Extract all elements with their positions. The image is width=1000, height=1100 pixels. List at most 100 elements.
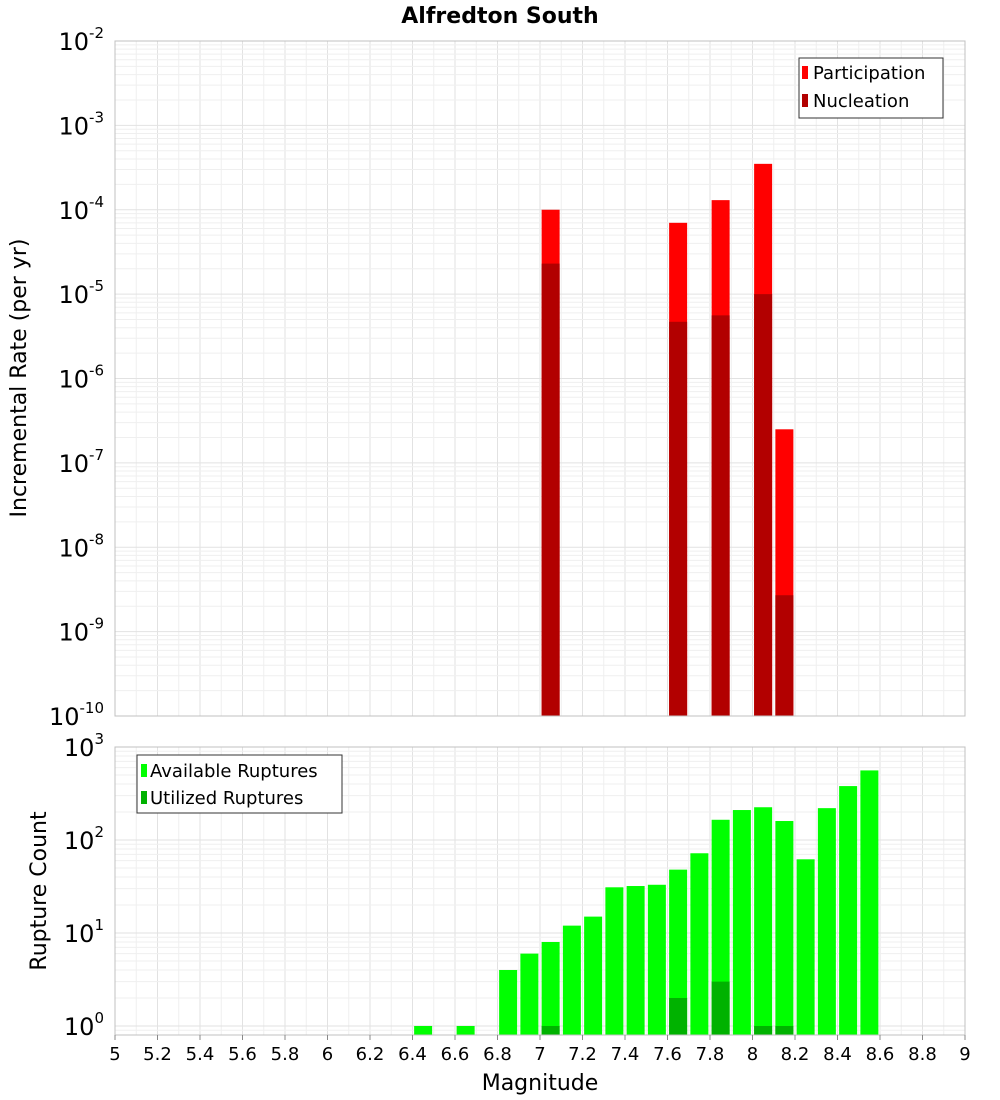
bar-available-ruptures-m8.45: [839, 786, 858, 1035]
y-tick-label: 10-8: [58, 530, 104, 562]
bar-available-ruptures-m7.65: [669, 869, 688, 1035]
y-tick-base: 10: [58, 619, 89, 647]
bottom-legend: Available Ruptures Utilized Ruptures: [136, 754, 343, 814]
x-tick-label: 5.4: [186, 1044, 215, 1065]
bottom-legend-box: [136, 754, 343, 814]
y-tick-label: 10-6: [58, 362, 104, 394]
x-tick-label: 7: [534, 1044, 545, 1065]
y-tick-label: 103: [64, 730, 104, 762]
x-tick-label: 6.4: [398, 1044, 427, 1065]
x-axis-label: Magnitude: [482, 1071, 599, 1096]
top-panel-frame: [114, 40, 966, 717]
bar-available-ruptures-m7.45: [626, 886, 645, 1035]
y-tick-exponent: -3: [89, 108, 104, 126]
y-tick-exponent: -10: [80, 699, 105, 717]
y-tick-base: 10: [58, 197, 89, 225]
y-tick-base: 10: [49, 703, 80, 731]
bottom-panel-bars: [414, 770, 879, 1035]
bar-nucleation-m8.05: [754, 294, 773, 716]
x-tick-label: 6.6: [441, 1044, 470, 1065]
x-tick-label: 7.6: [653, 1044, 682, 1065]
y-tick-exponent: -4: [89, 193, 104, 211]
y-tick-label: 10-2: [58, 24, 104, 56]
y-tick-exponent: -5: [89, 277, 104, 295]
x-tick-label: 8.4: [823, 1044, 852, 1065]
bar-nucleation-m7.85: [711, 315, 730, 716]
legend-swatch-utilized: [141, 791, 147, 804]
bar-available-ruptures-m6.65: [456, 1025, 475, 1035]
x-tick-label: 7.2: [568, 1044, 597, 1065]
top-legend-box: [798, 57, 944, 119]
bar-nucleation-m7.05: [541, 263, 560, 716]
y-tick-exponent: 2: [94, 823, 104, 841]
bar-available-ruptures-m8.15: [775, 821, 794, 1035]
bar-utilized-ruptures-m7.05: [541, 1025, 560, 1035]
y-tick-base: 10: [58, 534, 89, 562]
chart-title: Alfredton South: [401, 4, 598, 29]
legend-swatch-nucleation: [802, 94, 808, 107]
top-legend: Participation Nucleation: [798, 57, 944, 119]
bar-available-ruptures-m6.95: [520, 953, 539, 1035]
y-tick-label: 10-5: [58, 277, 104, 309]
bar-available-ruptures-m7.05: [541, 942, 560, 1035]
y-tick-exponent: -2: [89, 24, 104, 42]
bar-available-ruptures-m8.35: [817, 808, 836, 1035]
bar-nucleation-m8.15: [775, 595, 794, 716]
bar-nucleation-m7.65: [669, 321, 688, 716]
x-tick-label: 5.2: [143, 1044, 172, 1065]
bar-utilized-ruptures-m7.65: [669, 997, 688, 1035]
y-tick-base: 10: [58, 28, 89, 56]
y-tick-exponent: 1: [94, 916, 104, 934]
bar-available-ruptures-m7.75: [690, 853, 709, 1035]
bar-available-ruptures-m8.05: [754, 807, 773, 1035]
y-tick-exponent: -8: [89, 530, 104, 548]
legend-label-available: Available Ruptures: [150, 761, 318, 782]
top-y-axis-label: Incremental Rate (per yr): [7, 239, 32, 518]
bar-available-ruptures-m7.95: [732, 810, 751, 1035]
bar-available-ruptures-m7.15: [562, 925, 581, 1035]
y-tick-exponent: -6: [89, 362, 104, 380]
y-tick-base: 10: [58, 112, 89, 140]
y-tick-base: 10: [58, 281, 89, 309]
legend-label-utilized: Utilized Ruptures: [150, 788, 303, 809]
y-tick-label: 10-3: [58, 108, 104, 140]
x-tick-label: 8.6: [866, 1044, 895, 1065]
x-tick-label: 9: [959, 1044, 970, 1065]
bar-utilized-ruptures-m7.85: [711, 981, 730, 1035]
top-panel-grid: [114, 41, 966, 717]
y-tick-exponent: -7: [89, 446, 104, 464]
bar-available-ruptures-m7.35: [605, 887, 624, 1035]
bar-utilized-ruptures-m8.15: [775, 1025, 794, 1035]
x-axis-ticks: 5 5.2 5.4 5.6 5.8 6 6.2 6.4 6.6 6.8 7 7.2 7.4 7.6 7.8 8…: [109, 1035, 971, 1065]
bar-utilized-ruptures-m8.05: [754, 1025, 773, 1035]
x-tick-label: 5.8: [271, 1044, 300, 1065]
bar-available-ruptures-m7.85: [711, 819, 730, 1035]
y-tick-base: 10: [64, 1013, 95, 1041]
y-tick-label: 101: [64, 916, 104, 948]
y-tick-label: 102: [64, 823, 104, 855]
x-tick-label: 7.8: [696, 1044, 725, 1065]
y-tick-base: 10: [64, 827, 95, 855]
bar-available-ruptures-m8.55: [860, 770, 879, 1035]
y-tick-exponent: 3: [94, 730, 104, 748]
y-tick-label: 10-7: [58, 446, 104, 478]
y-tick-base: 10: [58, 450, 89, 478]
y-tick-label: 100: [64, 1009, 104, 1041]
y-tick-base: 10: [64, 920, 95, 948]
x-tick-label: 6: [322, 1044, 333, 1065]
bar-available-ruptures-m6.45: [414, 1025, 433, 1035]
x-tick-label: 8.8: [908, 1044, 937, 1065]
x-tick-label: 8: [747, 1044, 758, 1065]
legend-swatch-available: [141, 764, 147, 777]
legend-label-nucleation: Nucleation: [813, 91, 909, 112]
legend-label-participation: Participation: [813, 63, 925, 84]
x-tick-label: 7.4: [611, 1044, 640, 1065]
y-tick-exponent: 0: [94, 1009, 104, 1027]
y-tick-base: 10: [64, 734, 95, 762]
legend-swatch-participation: [802, 66, 808, 79]
bar-available-ruptures-m6.85: [499, 969, 518, 1035]
x-tick-label: 6.2: [356, 1044, 385, 1065]
